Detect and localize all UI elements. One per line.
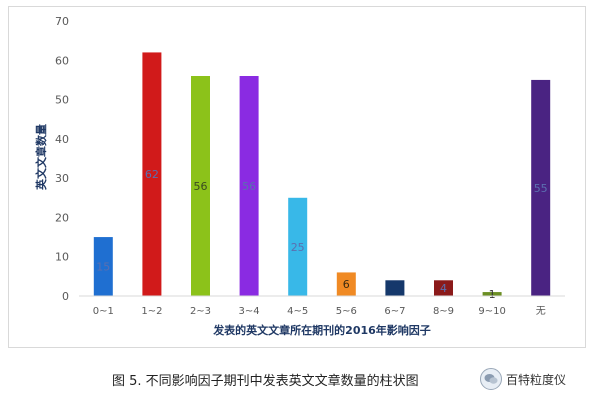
bar xyxy=(93,237,113,296)
bar xyxy=(191,76,210,296)
x-tick-label: 2~3 xyxy=(190,306,211,317)
bar xyxy=(434,280,453,296)
bar xyxy=(336,272,356,296)
data-label: 55 xyxy=(534,182,548,195)
x-tick-label: 5~6 xyxy=(336,306,357,317)
y-tick-label: 60 xyxy=(55,54,69,67)
x-tick-label: 4~5 xyxy=(287,306,308,317)
figure-caption: 图 5. 不同影响因子期刊中发表英文文章数量的柱状图 xyxy=(112,374,419,389)
x-tick-label: 1~2 xyxy=(141,306,162,317)
chart-frame: 0 10 20 30 40 50 60 70 15 62 56 56 25 6 4 1 55 0~1 1~2 2~… xyxy=(8,6,586,348)
x-tick-label: 9~10 xyxy=(478,306,505,317)
x-tick-label: 无 xyxy=(536,306,546,317)
data-labels-group: 15 62 56 56 25 6 4 1 55 xyxy=(96,168,547,301)
bars-group xyxy=(93,52,551,296)
data-label: 25 xyxy=(291,241,305,254)
x-axis-ticks: 0~1 1~2 2~3 3~4 4~5 5~6 6~7 8~9 9~10 无 xyxy=(93,306,546,317)
y-tick-label: 50 xyxy=(55,94,69,107)
bar xyxy=(288,197,308,296)
y-tick-label: 30 xyxy=(55,172,69,185)
caption-row: 图 5. 不同影响因子期刊中发表英文文章数量的柱状图 百特粒度仪 xyxy=(0,368,592,392)
bar xyxy=(531,79,551,296)
x-tick-label: 6~7 xyxy=(384,306,405,317)
data-label: 15 xyxy=(96,261,110,274)
y-tick-label: 40 xyxy=(55,133,69,146)
data-label: 56 xyxy=(242,180,256,193)
x-axis-title: 发表的英文文章所在期刊的2016年影响因子 xyxy=(212,323,431,337)
y-tick-label: 10 xyxy=(55,251,69,264)
bar xyxy=(142,52,162,296)
bar xyxy=(385,280,405,296)
data-label: 4 xyxy=(440,282,447,295)
data-label: 56 xyxy=(194,180,208,193)
wechat-icon xyxy=(480,368,502,390)
x-tick-label: 8~9 xyxy=(433,306,454,317)
data-label: 62 xyxy=(145,168,159,181)
data-label: 1 xyxy=(489,288,496,301)
watermark: 百特粒度仪 xyxy=(480,368,566,390)
y-tick-label: 0 xyxy=(62,290,69,303)
bar xyxy=(239,76,259,296)
y-axis-ticks: 0 10 20 30 40 50 60 70 xyxy=(55,15,69,303)
y-tick-label: 20 xyxy=(55,211,69,224)
y-axis-title: 英文文章数量 xyxy=(34,124,48,191)
x-tick-label: 0~1 xyxy=(93,306,114,317)
data-label: 6 xyxy=(343,278,350,291)
bar xyxy=(482,292,502,296)
y-tick-label: 70 xyxy=(55,15,69,28)
bar-chart: 0 10 20 30 40 50 60 70 15 62 56 56 25 6 4 1 55 0~1 1~2 2~… xyxy=(34,15,565,337)
x-tick-label: 3~4 xyxy=(239,306,260,317)
watermark-text: 百特粒度仪 xyxy=(506,372,567,387)
